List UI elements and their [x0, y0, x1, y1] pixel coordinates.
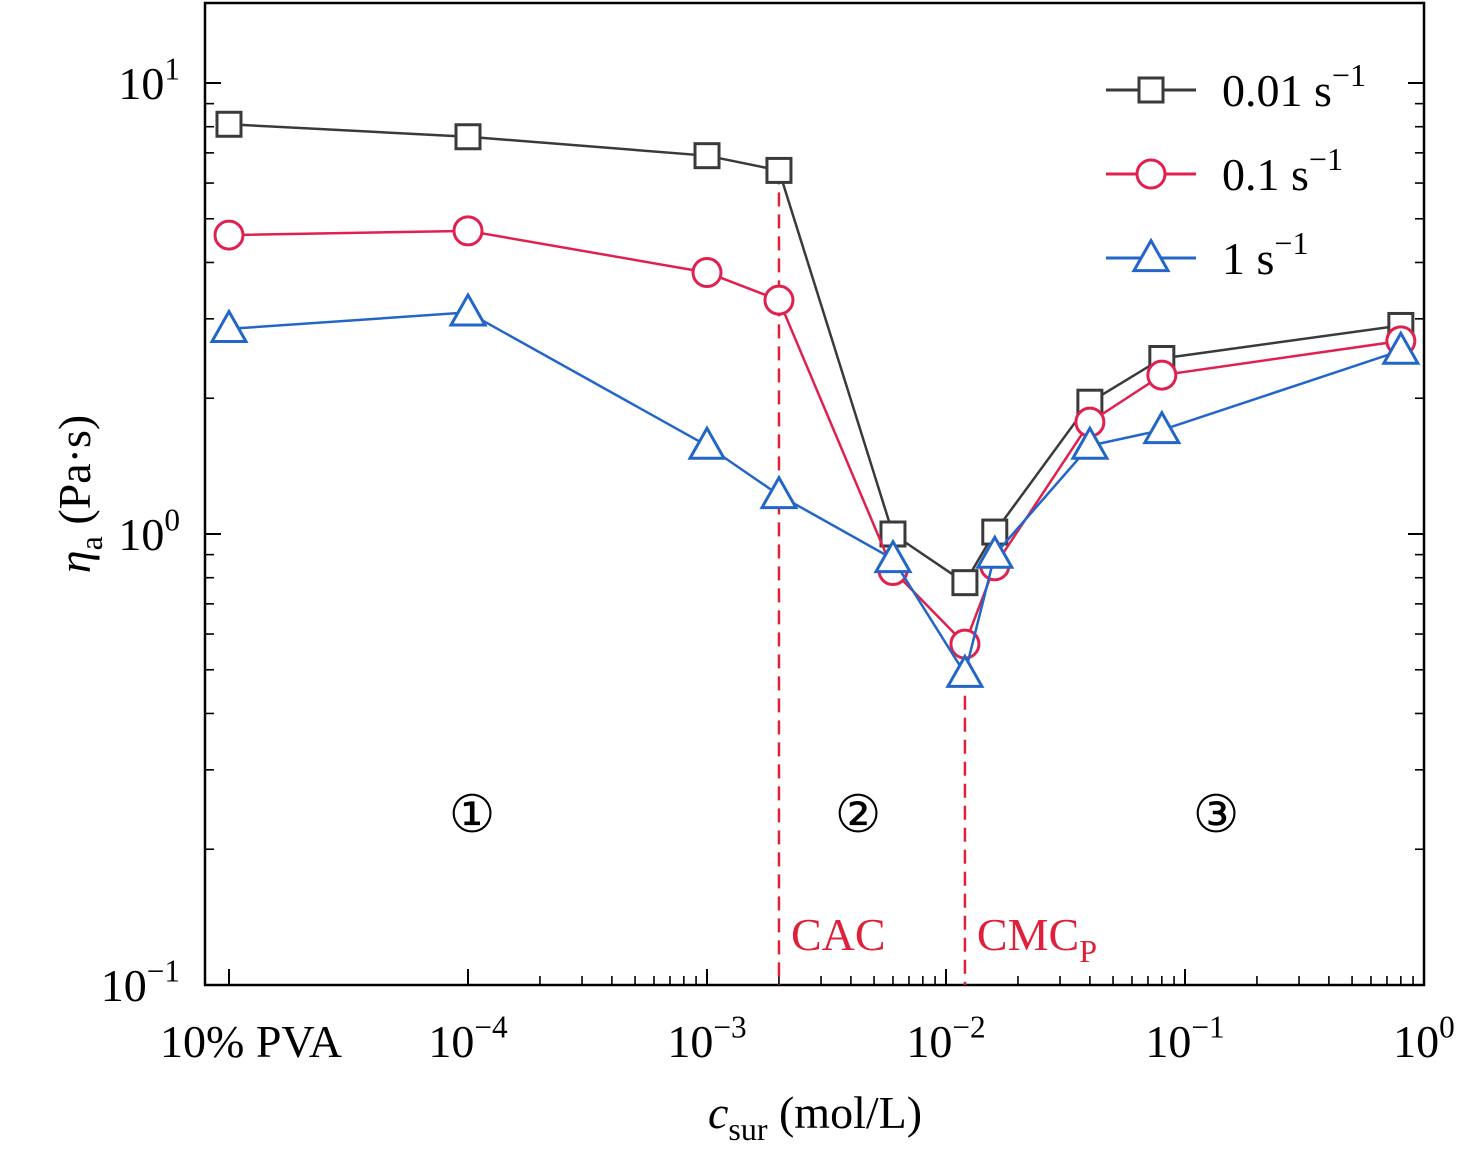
- data-point-square: [454, 123, 482, 151]
- y-tick-label: 101: [118, 52, 180, 109]
- data-point-square: [215, 110, 243, 138]
- data-point-triangle: [448, 291, 488, 327]
- legend-item: 1 s−1: [1106, 225, 1308, 284]
- legend-item: 0.1 s−1: [1106, 141, 1343, 200]
- data-point-triangle: [873, 538, 913, 574]
- y-axis-ticks: 10−1 100 101: [101, 52, 1424, 1011]
- data-point-square: [765, 156, 793, 184]
- x-tick-label: 10−1: [1145, 1010, 1224, 1067]
- threshold-label: CMCP: [977, 909, 1097, 969]
- data-series: [209, 110, 1421, 688]
- data-point-circle: [691, 257, 723, 289]
- data-point-triangle: [759, 474, 799, 510]
- series-line: [228, 123, 1402, 585]
- data-point-circle: [1146, 359, 1178, 391]
- data-point-triangle: [975, 534, 1015, 569]
- plot-frame: [203, 1, 1426, 987]
- x-tick-label: 10−2: [906, 1010, 985, 1067]
- legend-label: 1 s−1: [1222, 225, 1308, 284]
- x-tick-label: 10−4: [428, 1010, 508, 1067]
- region-label-1: ①: [449, 787, 496, 844]
- data-point-square: [951, 569, 979, 597]
- region-label-2: ②: [835, 787, 882, 844]
- data-point-triangle: [1142, 409, 1182, 445]
- series-line: [228, 311, 1402, 677]
- data-point-triangle: [687, 425, 727, 460]
- data-point-triangle: [945, 653, 985, 688]
- y-axis-title: ηa (Pa·s): [49, 415, 109, 573]
- legend: 0.01 s−1 0.1 s−1 1 s−1: [1106, 57, 1366, 284]
- data-point-triangle: [209, 308, 249, 343]
- x-axis-title: csur (mol/L): [708, 1087, 922, 1147]
- data-point-circle: [1135, 158, 1167, 190]
- legend-item: 0.01 s−1: [1106, 57, 1366, 116]
- data-point-circle: [213, 219, 245, 251]
- region-label-3: ③: [1193, 787, 1240, 844]
- data-point-square: [693, 142, 721, 170]
- data-point-circle: [452, 215, 484, 247]
- data-point-triangle: [1070, 425, 1110, 460]
- data-point-triangle: [1381, 330, 1421, 365]
- data-point-triangle: [1131, 237, 1171, 273]
- series-circle: [213, 215, 1417, 660]
- legend-label: 0.1 s−1: [1222, 141, 1343, 200]
- series-triangle: [209, 291, 1421, 688]
- threshold-label: CAC: [791, 909, 886, 960]
- x-tick-label: 10% PVA: [160, 1016, 342, 1067]
- data-point-circle: [763, 284, 795, 316]
- x-axis-ticks: 10% PVA 10−4 10−3 10−2 10−1 100: [160, 969, 1455, 1067]
- legend-label: 0.01 s−1: [1222, 57, 1366, 116]
- x-tick-label: 100: [1393, 1010, 1455, 1067]
- x-tick-label: 10−3: [667, 1010, 746, 1067]
- y-tick-label: 10−1: [101, 954, 180, 1011]
- data-point-square: [879, 520, 907, 548]
- threshold-lines: CAC CMCP: [777, 170, 1097, 985]
- series-line: [228, 229, 1402, 647]
- data-point-square: [1137, 76, 1165, 104]
- y-tick-label: 100: [118, 503, 180, 560]
